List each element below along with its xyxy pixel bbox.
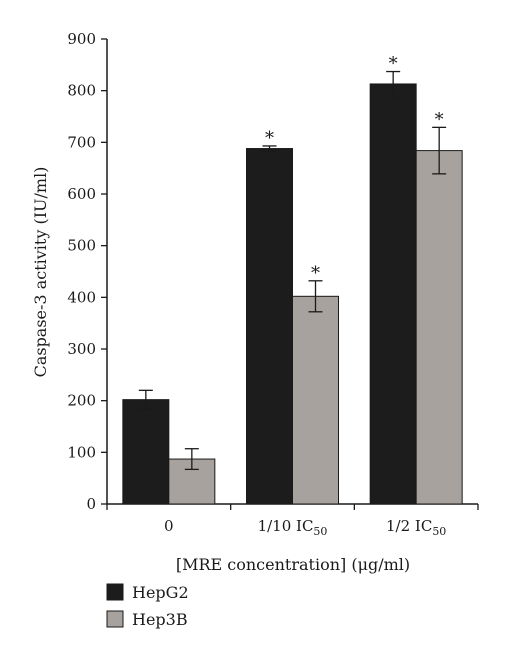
bar-hepg2 — [246, 148, 293, 505]
significance-markers: * * * * — [265, 54, 444, 284]
legend-label-hep3b: Hep3B — [132, 610, 188, 629]
y-tick-label: 600 — [67, 185, 96, 203]
bar-hep3b — [168, 458, 216, 505]
x-tick-label: 1/2 IC50 — [386, 517, 446, 538]
bar-hep3b — [292, 295, 339, 505]
legend-swatch-hep3b — [106, 610, 124, 628]
bar-series — [122, 83, 463, 505]
y-tick-label: 200 — [67, 392, 96, 410]
y-tick-label: 500 — [67, 237, 96, 255]
bar-hepg2 — [369, 83, 417, 505]
legend: HepG2 Hep3B — [106, 583, 189, 629]
x-axis-label: [MRE concentration] (μg/ml) — [176, 555, 410, 574]
y-tick-label: 700 — [67, 133, 96, 151]
y-tick-label: 300 — [67, 340, 96, 358]
bar-hep3b — [415, 150, 463, 505]
bar-hepg2 — [122, 399, 170, 505]
x-tick-label: 0 — [164, 517, 174, 535]
legend-swatch-hepg2 — [106, 583, 124, 601]
y-tick-label: 900 — [67, 30, 96, 48]
x-axis: 0 1/10 IC50 1/2 IC50 — [106, 503, 479, 538]
significance-star: * — [265, 128, 274, 149]
significance-star: * — [389, 54, 398, 75]
y-tick-label: 800 — [67, 82, 96, 100]
y-axis-label: Caspase-3 activity (IU/ml) — [31, 167, 50, 378]
significance-star: * — [311, 263, 320, 284]
y-tick-label: 100 — [67, 443, 96, 461]
y-tick-label: 0 — [86, 495, 96, 513]
error-bars — [138, 70, 447, 471]
significance-star: * — [435, 109, 444, 130]
y-axis: 0 100 200 300 400 500 600 700 800 900 — [67, 30, 108, 513]
y-tick-label: 400 — [67, 288, 96, 306]
x-tick-label: 1/10 IC50 — [258, 517, 328, 538]
legend-label-hepg2: HepG2 — [132, 583, 189, 602]
